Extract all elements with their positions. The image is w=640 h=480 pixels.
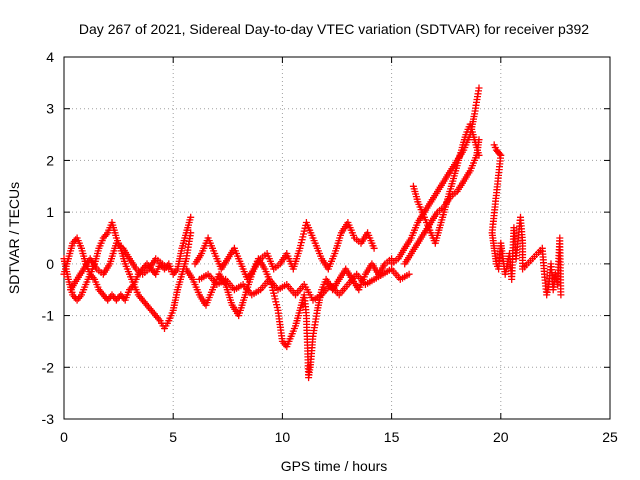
y-tick-label: 4 <box>46 49 54 65</box>
series-track-j <box>488 141 565 299</box>
x-tick-label: 0 <box>60 429 68 445</box>
data-point <box>496 150 504 158</box>
y-tick-label: 1 <box>46 204 54 220</box>
y-tick-label: 2 <box>46 152 54 168</box>
x-tick-label: 15 <box>384 429 400 445</box>
y-tick-label: 0 <box>46 256 54 272</box>
data-point <box>405 270 413 278</box>
plot-frame <box>63 56 611 420</box>
x-tick-label: 5 <box>169 429 177 445</box>
x-tick-label: 20 <box>493 429 509 445</box>
data-point <box>370 244 378 252</box>
data-point <box>187 213 195 221</box>
tick-labels: 0 5 10 15 20 25 -3 -2 -1 0 1 2 3 4 <box>42 49 618 445</box>
chart-title: Day 267 of 2021, Sidereal Day-to-day VTE… <box>79 21 589 37</box>
series-track-e <box>191 219 378 283</box>
series-track-f <box>195 265 413 304</box>
y-axis-label: SDTVAR / TECUs <box>6 182 22 294</box>
y-tick-label: -1 <box>42 308 55 324</box>
data-point <box>475 84 483 92</box>
data-points <box>60 84 565 382</box>
x-tick-label: 10 <box>275 429 291 445</box>
x-axis-label: GPS time / hours <box>281 458 388 474</box>
y-tick-label: 3 <box>46 101 54 117</box>
series-track-i <box>409 120 483 247</box>
data-point <box>475 151 483 159</box>
series-track-c <box>67 239 173 294</box>
y-tick-label: -2 <box>42 359 55 375</box>
grid <box>64 57 610 419</box>
y-tick-label: -3 <box>42 411 55 427</box>
series-track-a <box>60 219 195 332</box>
data-point <box>165 265 173 273</box>
data-point <box>557 291 565 299</box>
x-tick-label: 25 <box>602 429 618 445</box>
